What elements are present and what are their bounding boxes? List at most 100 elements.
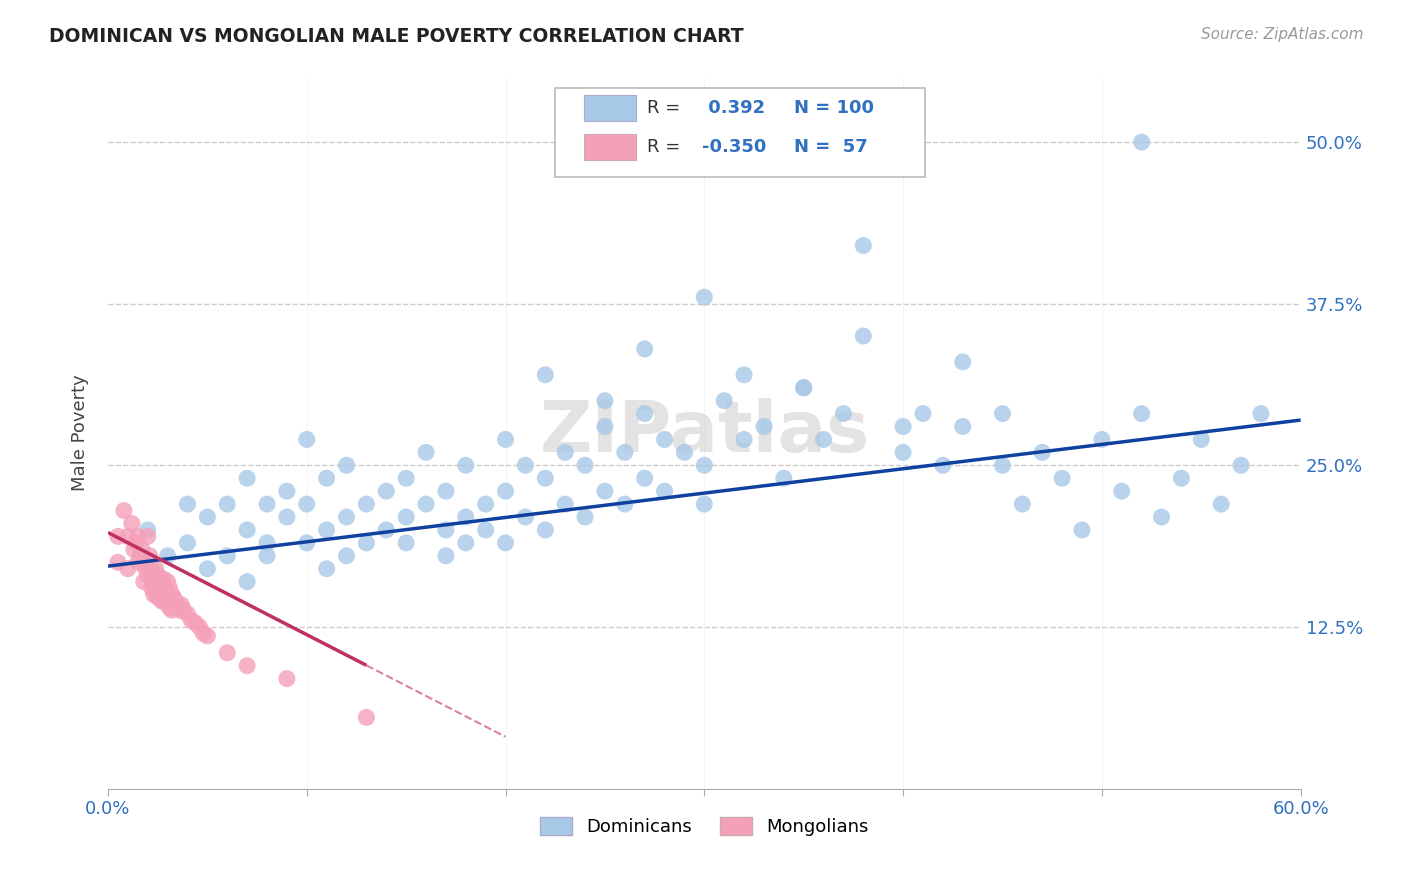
Point (276, 510, 298, 524)
Point (256, 549, 278, 563)
Point (170, 598, 193, 612)
Point (236, 574, 259, 589)
Point (1189, 433, 1212, 447)
Point (136, 529, 159, 543)
Point (495, 484, 517, 499)
Point (634, 342, 657, 356)
Point (1071, 523, 1094, 537)
Point (195, 510, 218, 524)
Point (173, 603, 195, 617)
Text: -0.350: -0.350 (702, 138, 766, 156)
Point (1050, 471, 1073, 485)
Point (474, 497, 496, 511)
Point (1230, 458, 1253, 473)
Point (335, 458, 357, 473)
Point (1130, 407, 1153, 421)
Point (415, 497, 437, 511)
Point (160, 588, 183, 602)
Point (295, 433, 318, 447)
Point (911, 407, 934, 421)
Point (395, 510, 418, 524)
Point (693, 497, 716, 511)
Point (193, 626, 215, 640)
Point (122, 542, 145, 557)
Point (454, 536, 477, 550)
Point (127, 529, 149, 543)
Point (138, 549, 160, 563)
Point (1170, 471, 1192, 485)
Y-axis label: Male Poverty: Male Poverty (72, 375, 89, 491)
Point (169, 603, 191, 617)
Point (554, 445, 576, 459)
Point (593, 419, 616, 434)
Point (375, 484, 398, 499)
Point (793, 381, 815, 395)
Point (634, 407, 657, 421)
Point (335, 510, 357, 524)
Point (654, 484, 676, 499)
Point (107, 555, 129, 569)
Point (1211, 497, 1233, 511)
Point (1150, 510, 1173, 524)
Point (131, 542, 153, 557)
Text: ZIPatlas: ZIPatlas (540, 399, 869, 467)
Point (195, 629, 218, 643)
Point (188, 620, 211, 634)
Point (434, 523, 457, 537)
Point (159, 600, 181, 615)
Point (515, 458, 537, 473)
Point (156, 594, 179, 608)
Point (593, 393, 616, 408)
Point (793, 381, 815, 395)
Point (673, 445, 696, 459)
Text: DOMINICAN VS MONGOLIAN MALE POVERTY CORRELATION CHART: DOMINICAN VS MONGOLIAN MALE POVERTY CORR… (49, 27, 744, 45)
Point (1130, 135, 1153, 149)
Point (952, 355, 974, 369)
Point (474, 523, 496, 537)
FancyBboxPatch shape (583, 135, 637, 160)
Point (693, 458, 716, 473)
Point (127, 555, 149, 569)
Point (613, 497, 636, 511)
Point (395, 536, 418, 550)
Point (136, 568, 159, 582)
Point (654, 433, 676, 447)
Point (852, 329, 875, 343)
Point (693, 290, 716, 304)
Point (195, 562, 218, 576)
Point (593, 484, 616, 499)
Point (117, 529, 139, 543)
Point (454, 510, 477, 524)
Point (176, 536, 198, 550)
Point (991, 407, 1014, 421)
Point (415, 445, 437, 459)
Point (574, 458, 596, 473)
Point (138, 568, 160, 582)
Point (395, 471, 418, 485)
Point (772, 471, 794, 485)
Point (141, 581, 163, 595)
Point (132, 574, 155, 589)
Point (991, 458, 1014, 473)
Point (159, 581, 181, 595)
Point (495, 536, 517, 550)
Point (634, 471, 657, 485)
Point (152, 594, 174, 608)
Point (1111, 484, 1133, 499)
Point (574, 510, 596, 524)
Point (217, 646, 239, 660)
Point (356, 710, 378, 724)
Point (315, 523, 337, 537)
Point (495, 433, 517, 447)
Point (891, 445, 914, 459)
Text: 0.392: 0.392 (702, 99, 765, 117)
Point (434, 549, 457, 563)
Point (162, 590, 184, 604)
Point (155, 581, 177, 595)
Point (534, 368, 557, 382)
FancyBboxPatch shape (555, 88, 925, 177)
Point (180, 614, 202, 628)
Point (156, 574, 179, 589)
Point (149, 590, 172, 604)
Point (217, 497, 239, 511)
